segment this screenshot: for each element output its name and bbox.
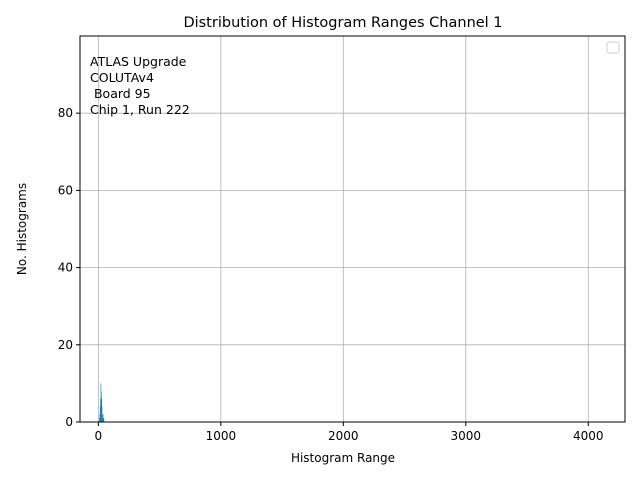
histogram-bar [102, 418, 104, 422]
histogram-bar [99, 418, 100, 422]
histogram-bars [99, 383, 105, 422]
annotation-line-1: ATLAS Upgrade [90, 54, 187, 69]
y-tick-label: 60 [58, 183, 73, 197]
histogram-bar [102, 414, 104, 422]
annotation-line-3: Board 95 [90, 86, 151, 101]
legend-box [606, 41, 620, 54]
annotation-line-2: COLUTAv4 [90, 70, 154, 85]
x-axis-label: Histogram Range [291, 451, 395, 465]
annotation-line-4: Chip 1, Run 222 [90, 102, 190, 117]
histogram-bar [99, 406, 101, 422]
x-tick-label: 2000 [328, 429, 359, 443]
y-tick-label: 0 [65, 415, 73, 429]
x-tick-label: 1000 [206, 429, 237, 443]
histogram-bar [103, 418, 104, 422]
histogram-bar [99, 414, 101, 422]
histogram-bar [100, 383, 102, 422]
y-tick-label: 40 [58, 261, 73, 275]
y-axis-label: No. Histograms [15, 183, 29, 275]
histogram-bar [102, 414, 103, 422]
histogram-bar [101, 406, 103, 422]
x-tick-label: 0 [95, 429, 103, 443]
histogram-bar [103, 418, 105, 422]
plot-frame [79, 35, 626, 423]
histogram-bar [100, 398, 101, 422]
axis-ticks: 0 1000 2000 3000 4000 0 20 40 60 80 [58, 106, 604, 443]
y-tick-label: 80 [58, 106, 73, 120]
x-tick-label: 4000 [573, 429, 604, 443]
histogram-bar [101, 398, 102, 422]
x-tick-label: 3000 [451, 429, 482, 443]
y-tick-label: 20 [58, 338, 73, 352]
histogram-bar [101, 391, 102, 422]
chart-title: Distribution of Histogram Ranges Channel… [183, 15, 502, 31]
annotation-box: ATLAS Upgrade COLUTAv4 Board 95 Chip 1, … [90, 54, 190, 117]
